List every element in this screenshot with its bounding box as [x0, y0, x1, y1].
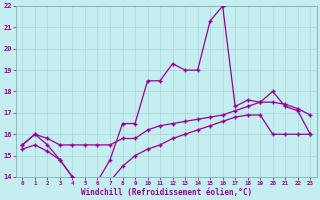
X-axis label: Windchill (Refroidissement éolien,°C): Windchill (Refroidissement éolien,°C) [81, 188, 252, 197]
